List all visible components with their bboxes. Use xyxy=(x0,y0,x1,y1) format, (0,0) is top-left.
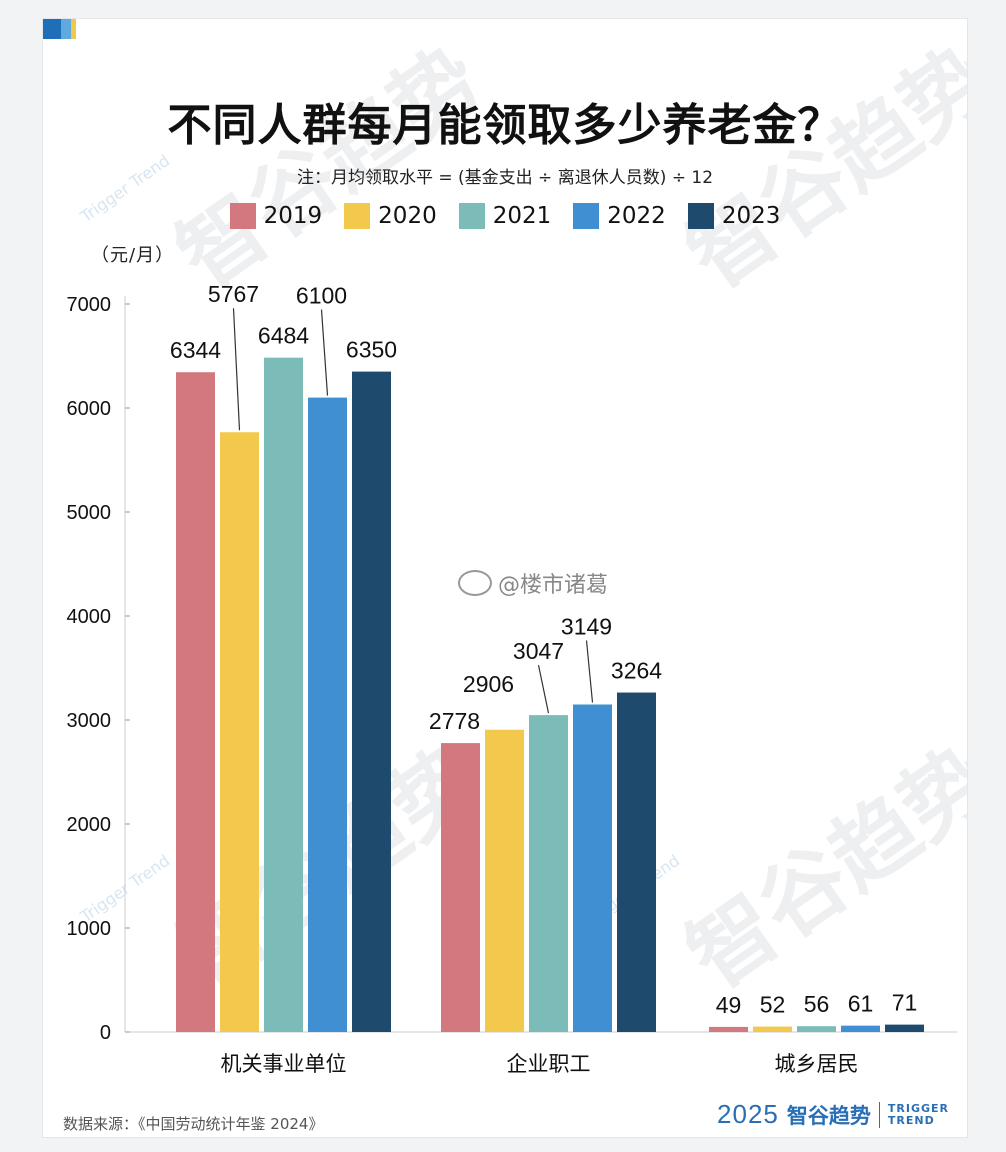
data-label: 3264 xyxy=(611,658,662,684)
legend-swatch xyxy=(687,203,714,229)
y-axis-unit: （元/月） xyxy=(91,245,175,266)
chart-note: 注：月均领取水平 = (基金支出 ÷ 离退休人员数) ÷ 12 xyxy=(296,168,714,188)
bar xyxy=(176,372,215,1032)
y-tick-label: 2000 xyxy=(67,814,112,836)
data-label: 61 xyxy=(848,991,874,1017)
bar xyxy=(485,729,524,1032)
y-tick-label: 4000 xyxy=(67,606,112,628)
data-label-leader xyxy=(232,308,241,431)
x-category-label: 城乡居民 xyxy=(775,1053,859,1076)
legend-label: 2019 xyxy=(263,203,323,229)
data-source: 数据来源：《中国劳动统计年鉴 2024》 xyxy=(63,1115,324,1133)
x-category-label: 企业职工 xyxy=(507,1053,591,1076)
data-label: 6350 xyxy=(346,337,397,363)
legend-swatch xyxy=(229,203,256,229)
weibo-watermark: @楼市诸葛 xyxy=(458,567,608,599)
brand-year: 2025 xyxy=(717,1099,779,1129)
y-tick-label: 6000 xyxy=(67,398,112,420)
brand-en: TRIGGER TREND xyxy=(887,1101,949,1127)
bar xyxy=(709,1026,748,1032)
legend-swatch xyxy=(573,203,600,229)
legend-label: 2020 xyxy=(378,203,437,229)
y-tick-label: 1000 xyxy=(67,918,112,940)
corner-block-3 xyxy=(71,19,76,39)
bar xyxy=(573,704,612,1032)
brand-divider xyxy=(878,1101,880,1128)
bar xyxy=(264,357,303,1032)
chart-title: 不同人群每月能领取多少养老金？ xyxy=(167,100,843,151)
legend-swatch xyxy=(344,203,371,229)
bar xyxy=(220,432,259,1032)
bar xyxy=(753,1026,792,1032)
legend-label: 2022 xyxy=(607,203,666,229)
y-tick-label: 0 xyxy=(100,1022,111,1044)
bar xyxy=(308,397,347,1033)
bar xyxy=(841,1025,880,1032)
data-label-leader xyxy=(585,640,594,703)
data-label: 52 xyxy=(760,992,786,1018)
legend-label: 2023 xyxy=(721,203,781,229)
legend-item-2020: 2020 xyxy=(344,203,437,229)
bar xyxy=(797,1026,836,1032)
legend-item-2023: 2023 xyxy=(687,203,781,229)
chart-card: 智谷趋势 智谷趋势 智谷趋势 智谷趋势 Trigger Trend Trigge… xyxy=(42,18,968,1138)
bar xyxy=(352,371,391,1033)
bar xyxy=(885,1024,924,1032)
data-label: 3149 xyxy=(561,614,612,640)
data-label: 3047 xyxy=(513,638,564,664)
brand-name: 智谷趋势 xyxy=(786,1103,871,1128)
data-label: 2906 xyxy=(463,671,514,697)
legend-label: 2021 xyxy=(492,203,552,229)
weibo-icon xyxy=(458,570,492,596)
corner-decoration xyxy=(43,19,76,39)
brand-en-line-1: TRIGGER xyxy=(887,1101,949,1115)
legend-item-2022: 2022 xyxy=(573,203,666,229)
corner-block-2 xyxy=(61,19,71,39)
y-tick-label: 3000 xyxy=(67,710,112,732)
legend-swatch xyxy=(458,203,485,229)
bar xyxy=(441,743,480,1032)
data-label: 6344 xyxy=(170,337,221,363)
data-label: 2778 xyxy=(429,708,480,734)
y-tick-label: 7000 xyxy=(67,294,112,316)
corner-block-1 xyxy=(43,19,61,39)
bar xyxy=(617,692,656,1032)
bar-chart: 0 1000 2000 3000 4000 5000 6000 7000 机关事业单位 企业职工 城… xyxy=(67,281,957,1076)
bar xyxy=(529,715,568,1032)
legend-item-2021: 2021 xyxy=(458,203,552,229)
chart-legend: 2019 2020 2021 2022 2023 xyxy=(43,203,967,229)
x-category-label: 机关事业单位 xyxy=(221,1053,347,1076)
legend-item-2019: 2019 xyxy=(229,203,323,229)
data-label-leader xyxy=(537,664,550,714)
brand-logo: 2025 智谷趋势 TRIGGER TREND xyxy=(717,1099,949,1130)
y-tick-label: 5000 xyxy=(67,502,112,524)
data-label: 49 xyxy=(716,992,742,1018)
data-label: 6484 xyxy=(258,323,309,349)
data-label: 5767 xyxy=(208,281,259,307)
data-label: 6100 xyxy=(296,283,347,309)
data-label: 71 xyxy=(892,990,918,1016)
data-label: 56 xyxy=(804,991,830,1017)
brand-en-line-2: TREND xyxy=(887,1113,935,1127)
weibo-handle: @楼市诸葛 xyxy=(498,573,609,598)
data-label-leader xyxy=(320,309,329,396)
